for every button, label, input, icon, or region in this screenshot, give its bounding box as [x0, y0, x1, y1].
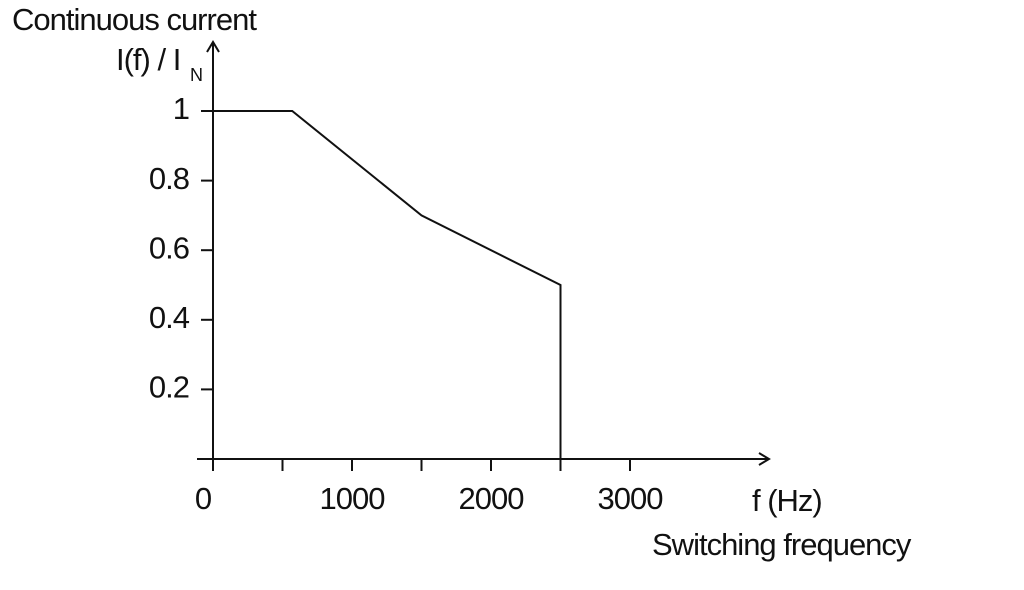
y-axis-label-subscript: N — [190, 65, 202, 85]
y-tick-label: 1 — [173, 91, 189, 126]
y-tick-label: 0.4 — [149, 300, 190, 335]
x-tick-label: 3000 — [598, 481, 664, 516]
x-axis-label: f (Hz) — [752, 483, 822, 518]
x-tick-label: 2000 — [459, 481, 525, 516]
chart-title: Continuous current — [12, 2, 257, 37]
y-axis-arrow — [206, 40, 220, 53]
y-tick-label: 0.8 — [149, 161, 189, 196]
x-tick-label: 0 — [195, 481, 212, 516]
data-line — [213, 110, 562, 459]
x-tick-label: 1000 — [320, 481, 386, 516]
y-tick-label: 0.2 — [149, 370, 189, 405]
y-tick-label: 0.6 — [149, 230, 189, 265]
y-axis-label: I(f) / I — [116, 42, 180, 77]
x-axis-arrow — [758, 452, 771, 466]
x-axis-title: Switching frequency — [652, 527, 912, 562]
